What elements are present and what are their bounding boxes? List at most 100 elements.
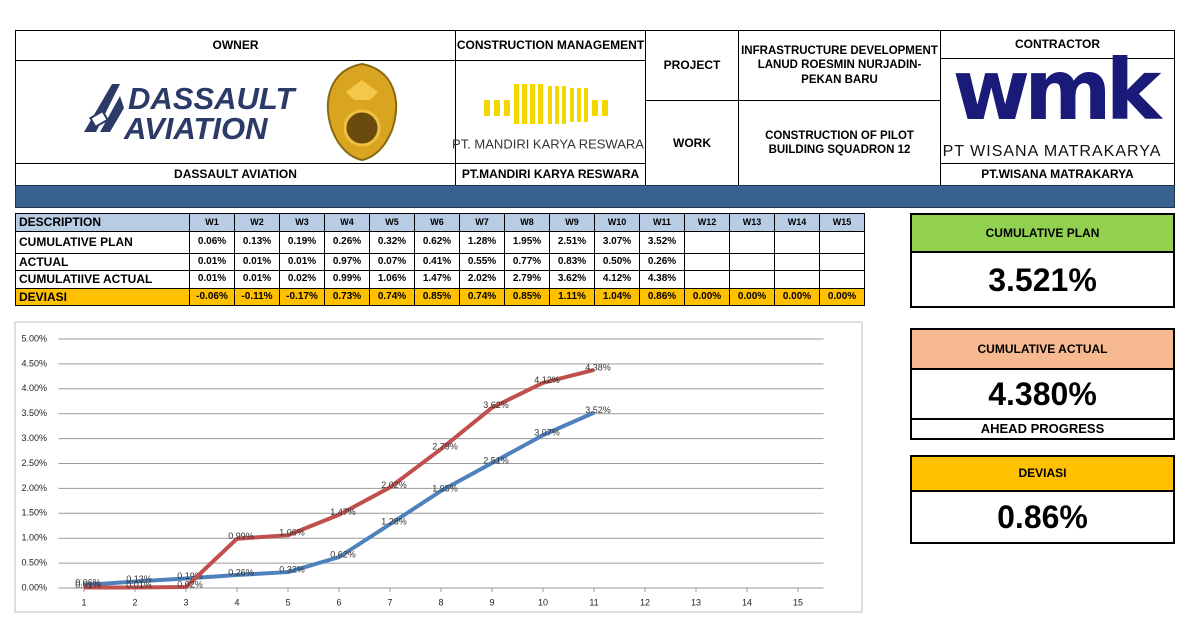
data-label: 2.79%	[432, 441, 458, 451]
table-cell: 1.47%	[414, 270, 460, 289]
logo-bar	[577, 88, 581, 122]
kpi-value: 3.521%	[910, 251, 1175, 308]
logo-bar	[538, 84, 543, 124]
logo-bar	[584, 88, 588, 122]
table-cell: 0.74%	[459, 288, 505, 306]
logo-bar	[555, 86, 559, 124]
logo-bar	[530, 84, 535, 124]
table-cell: 3.52%	[639, 231, 685, 254]
y-tick-label: 1.00%	[21, 533, 47, 543]
x-tick-label: 11	[589, 597, 598, 607]
table-header: W7	[459, 213, 505, 232]
logo-bar	[602, 100, 608, 116]
logo-bar	[522, 84, 527, 124]
y-tick-label: 2.00%	[21, 483, 47, 493]
data-label: 4.38%	[585, 362, 611, 372]
x-tick-label: 13	[691, 597, 701, 607]
x-tick-label: 1	[81, 597, 86, 607]
data-label: 0.99%	[228, 531, 254, 541]
table-cell: 0.26%	[639, 253, 685, 271]
logo-bar	[494, 100, 500, 116]
header-cell: PT.MANDIRI KARYA RESWARA	[455, 163, 646, 186]
table-cell: 0.83%	[549, 253, 595, 271]
x-tick-label: 6	[336, 597, 341, 607]
table-cell: 1.04%	[594, 288, 640, 306]
table-cell: 0.00%	[684, 288, 730, 306]
table-cell: 0.01%	[189, 253, 235, 271]
table-cell: 3.07%	[594, 231, 640, 254]
x-tick-label: 10	[538, 597, 548, 607]
table-cell: 0.73%	[324, 288, 370, 306]
table-cell	[729, 253, 775, 271]
logo-text: wmk	[953, 41, 1164, 139]
table-cell: 0.26%	[324, 231, 370, 254]
y-tick-label: 5.00%	[21, 333, 47, 343]
table-cell: 0.85%	[504, 288, 550, 306]
table-header: W6	[414, 213, 460, 232]
data-label: 0.62%	[330, 549, 356, 559]
logo-text: DASSAULT	[128, 81, 298, 116]
data-label: 0.06%	[75, 577, 101, 587]
logo-bar	[570, 88, 574, 122]
table-cell: 0.13%	[234, 231, 280, 254]
table-header: W12	[684, 213, 730, 232]
table-cell: 0.97%	[324, 253, 370, 271]
y-tick-label: 1.50%	[21, 508, 47, 518]
logo-bar	[592, 100, 598, 116]
logo-icon	[89, 109, 109, 129]
table-cell: 0.06%	[189, 231, 235, 254]
table-cell	[819, 231, 865, 254]
x-tick-label: 5	[285, 597, 290, 607]
table-cell	[774, 253, 820, 271]
logo-text: AVIATION	[123, 111, 268, 146]
logo-bar	[504, 100, 510, 116]
logo-bar	[484, 100, 490, 116]
table-header: W3	[279, 213, 325, 232]
table-cell: 1.28%	[459, 231, 505, 254]
data-label: 0.32%	[279, 564, 305, 574]
x-tick-label: 12	[640, 597, 650, 607]
data-label: 2.51%	[483, 455, 509, 465]
table-cell: -0.11%	[234, 288, 280, 306]
x-tick-label: 2	[132, 597, 137, 607]
table-header: DESCRIPTION	[15, 213, 190, 232]
table-cell: 1.06%	[369, 270, 415, 289]
data-label: 1.28%	[381, 517, 407, 527]
table-cell: 0.01%	[279, 253, 325, 271]
row-label: CUMULATIIVE ACTUAL	[15, 270, 190, 289]
table-cell: 0.77%	[504, 253, 550, 271]
table-header: W1	[189, 213, 235, 232]
x-tick-label: 3	[183, 597, 188, 607]
table-cell: -0.17%	[279, 288, 325, 306]
blue-bar	[15, 185, 1175, 208]
table-cell: 2.79%	[504, 270, 550, 289]
kpi-value: 4.380%	[910, 368, 1175, 420]
table-header: W15	[819, 213, 865, 232]
table-cell	[774, 270, 820, 289]
data-label: 3.07%	[534, 427, 560, 437]
x-tick-label: 15	[793, 597, 803, 607]
row-label: DEVIASI	[15, 288, 190, 306]
table-cell	[819, 253, 865, 271]
y-tick-label: 0.50%	[21, 557, 47, 567]
data-label: 2.02%	[381, 480, 407, 490]
table-cell: 0.19%	[279, 231, 325, 254]
data-label: 0.26%	[228, 567, 254, 577]
x-tick-label: 9	[489, 597, 494, 607]
line-series	[84, 367, 595, 590]
data-label: 3.52%	[585, 405, 611, 415]
table-cell: 0.86%	[639, 288, 685, 306]
data-label: 3.62%	[483, 400, 509, 410]
logo-text: PT. MANDIRI KARYA RESWARA	[452, 136, 644, 151]
table-header: W14	[774, 213, 820, 232]
data-label: 1.95%	[432, 483, 458, 493]
data-label: 0.02%	[177, 579, 203, 589]
y-tick-label: 2.50%	[21, 458, 47, 468]
header-cell: PROJECT	[645, 30, 739, 101]
header-cell: CONSTRUCTION MANAGEMENT	[455, 30, 646, 61]
logo-bar	[548, 86, 552, 124]
data-label: 4.12%	[534, 375, 560, 385]
table-cell	[684, 270, 730, 289]
row-label: ACTUAL	[15, 253, 190, 271]
